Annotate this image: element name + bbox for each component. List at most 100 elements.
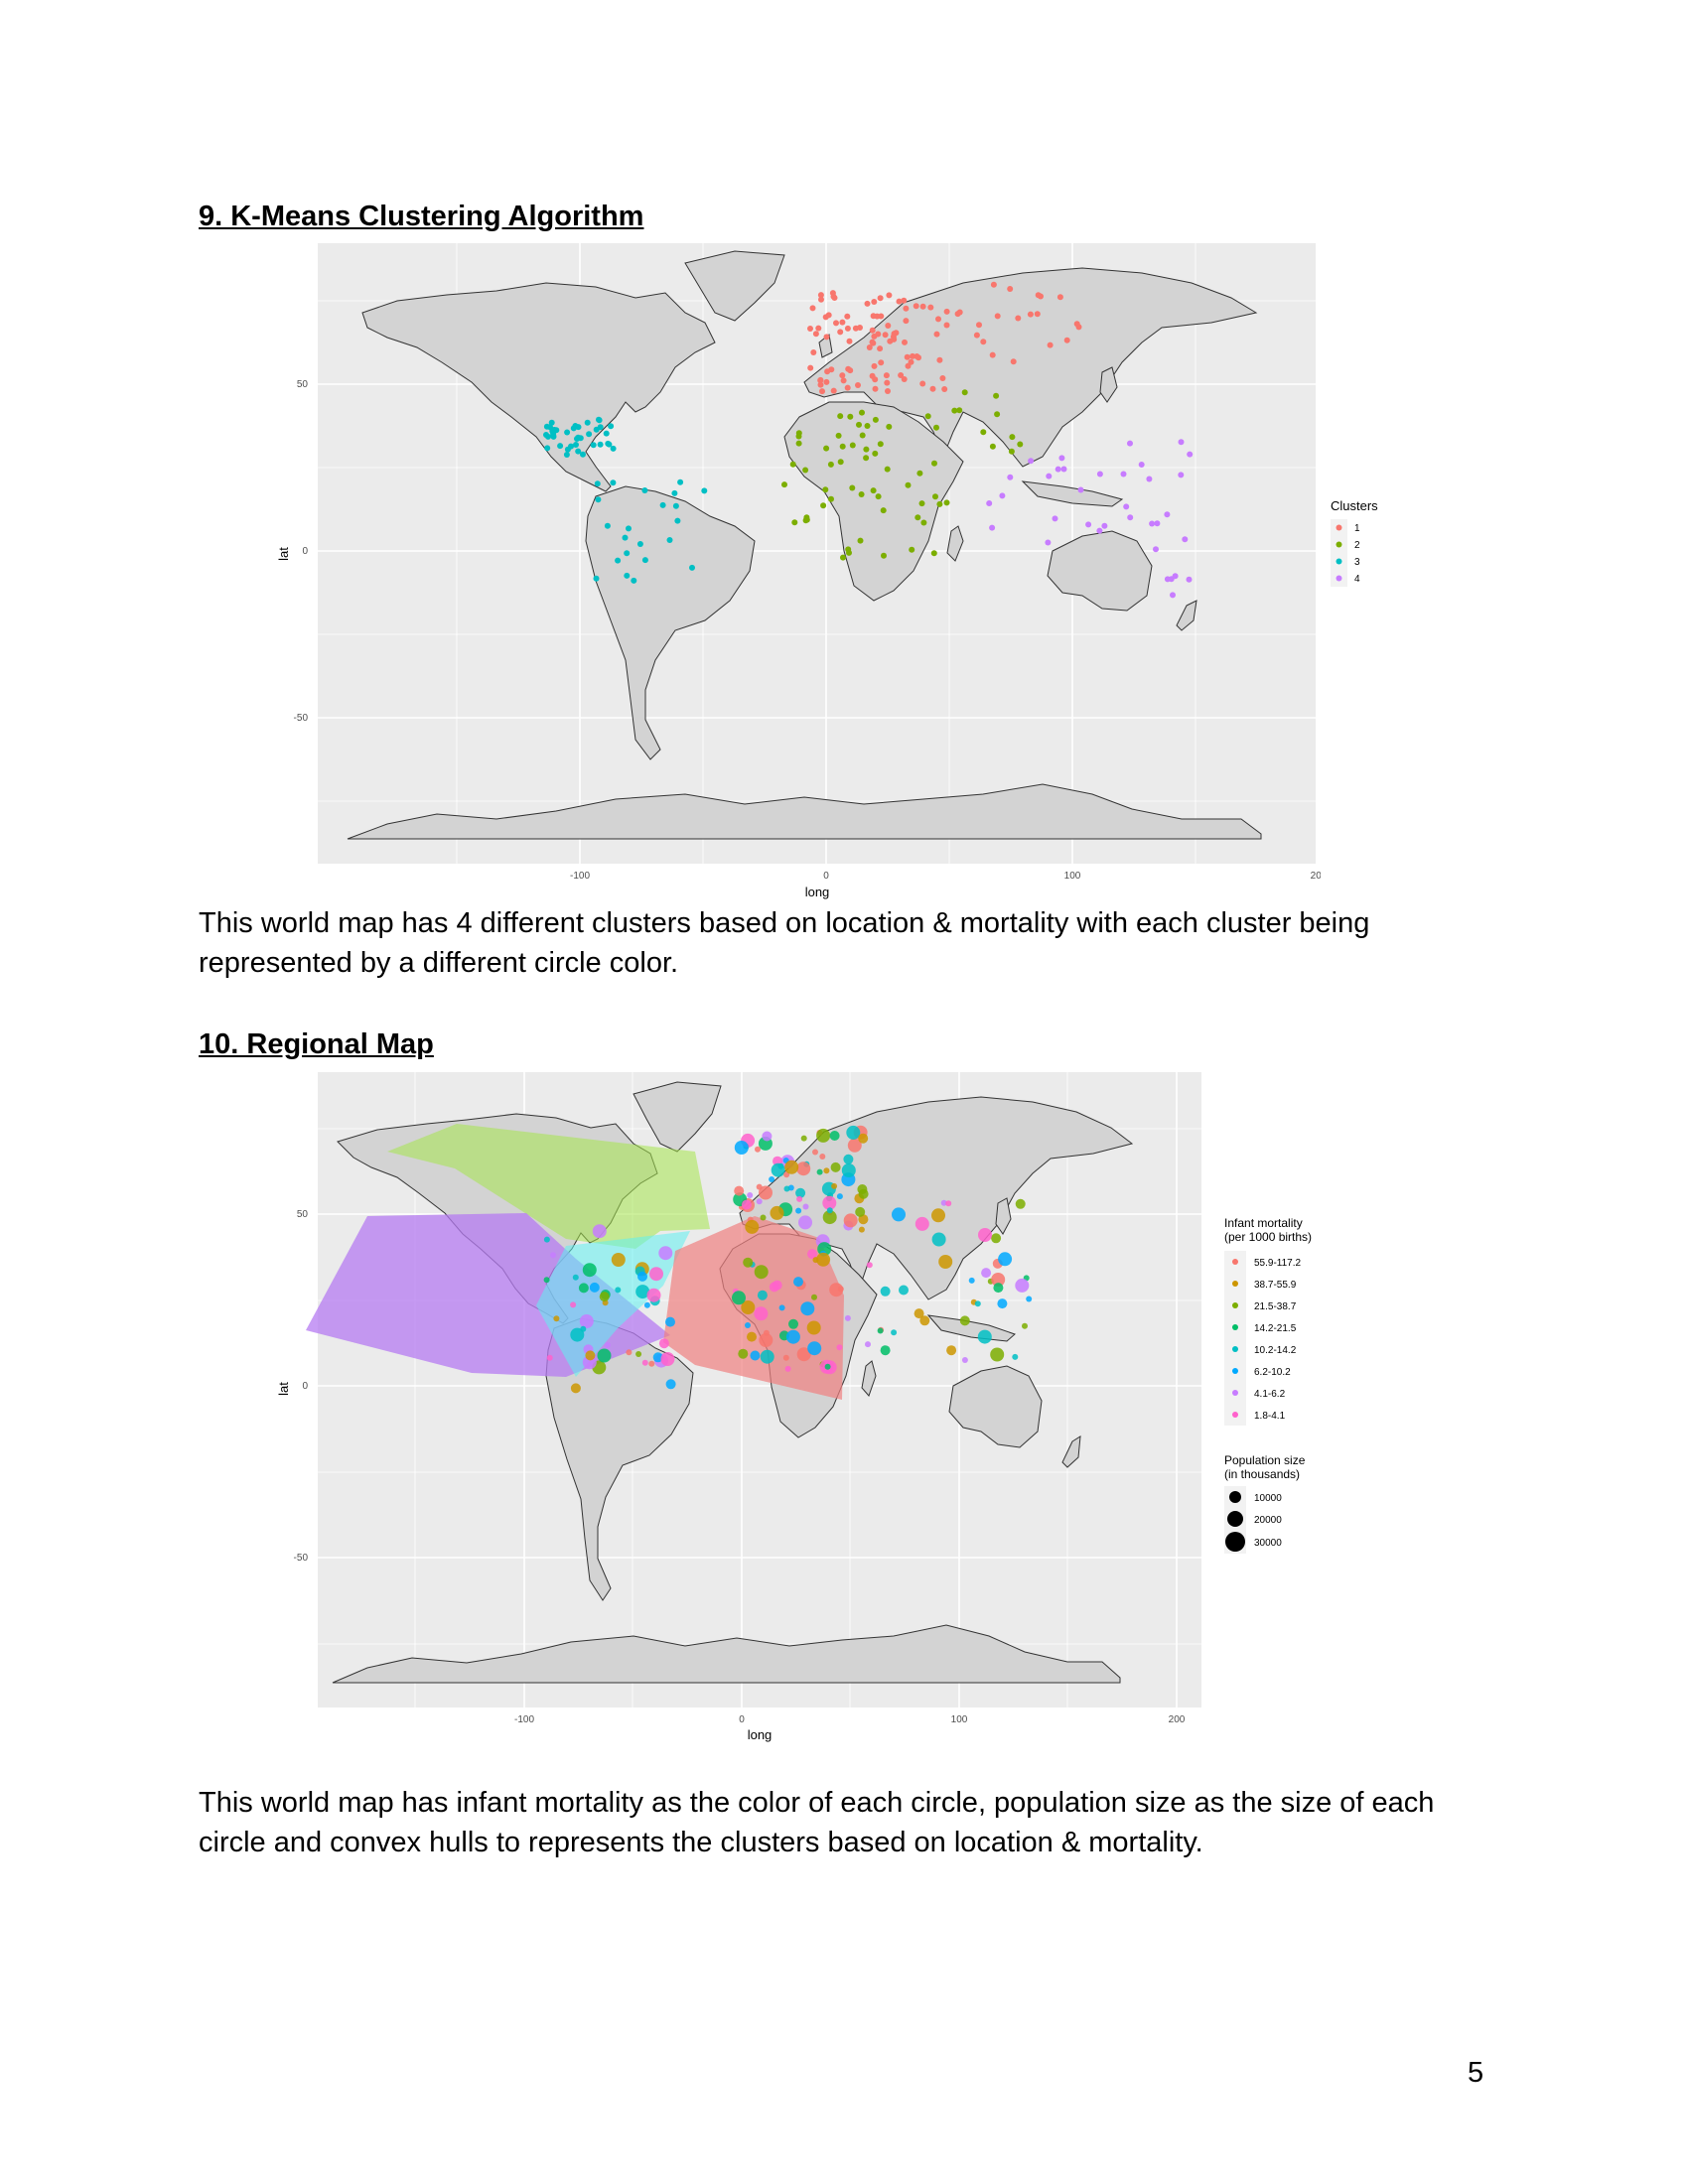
cluster-point — [677, 478, 684, 485]
population-point — [858, 1226, 865, 1233]
cluster-point — [1170, 592, 1176, 599]
x-tick: 0 — [739, 1714, 745, 1725]
cluster-point — [672, 502, 679, 509]
cluster-point — [550, 432, 557, 439]
population-point — [585, 1350, 596, 1361]
cluster-point — [1034, 311, 1041, 318]
cluster-point — [878, 359, 885, 366]
population-point — [981, 1268, 992, 1279]
cluster-point — [807, 364, 814, 371]
population-point — [1012, 1353, 1019, 1360]
population-point — [755, 1146, 761, 1153]
cluster-point — [871, 362, 878, 369]
cluster-point — [1052, 515, 1058, 522]
population-point — [1022, 1322, 1028, 1329]
cluster-point — [914, 353, 920, 359]
section-9-heading: 9. K-Means Clustering Algorithm — [199, 201, 644, 232]
hull-green-europe-asia — [387, 1124, 710, 1249]
cluster-point — [544, 445, 551, 452]
kmeans-cluster-map: 50 0 -50 -100 0 100 200 long lat — [276, 243, 1321, 899]
legend-label: 38.7-55.9 — [1254, 1280, 1297, 1291]
population-point — [635, 1285, 650, 1299]
size-legend-subtitle: (in thousands) — [1224, 1467, 1300, 1481]
population-point — [762, 1131, 773, 1142]
cluster-point — [872, 450, 879, 457]
population-points — [543, 1125, 1033, 1394]
cluster-point — [875, 331, 882, 338]
y-tick: 0 — [302, 546, 308, 557]
cluster-point — [989, 524, 996, 531]
population-point — [959, 1315, 970, 1326]
population-point — [829, 1131, 840, 1141]
population-point — [816, 1168, 823, 1175]
population-point — [734, 1141, 749, 1155]
cluster-point — [844, 384, 851, 391]
cluster-point — [839, 443, 846, 450]
population-point — [658, 1246, 673, 1261]
land-greenland — [633, 1081, 722, 1153]
cluster-point — [1172, 573, 1179, 580]
cluster-point — [896, 298, 903, 305]
cluster-point — [1149, 520, 1156, 527]
section-10-heading: 10. Regional Map — [199, 1028, 434, 1060]
population-point — [769, 1176, 775, 1182]
cluster-point — [1007, 474, 1014, 480]
cluster-point — [829, 290, 836, 297]
cluster-point — [936, 500, 943, 507]
cluster-points — [543, 281, 1194, 599]
cluster-point — [622, 534, 629, 541]
cluster-point — [999, 492, 1006, 499]
cluster-point — [791, 519, 798, 526]
population-point — [931, 1208, 945, 1223]
population-point — [760, 1214, 767, 1221]
land-madagascar — [946, 525, 964, 562]
cluster-point — [885, 388, 891, 394]
cluster-point — [901, 376, 908, 382]
population-point — [891, 1329, 898, 1336]
cluster-point — [961, 389, 968, 396]
population-point — [824, 1363, 831, 1370]
population-point — [837, 1286, 844, 1293]
cluster-point — [824, 368, 831, 375]
population-point — [858, 1188, 869, 1199]
population-point — [844, 1314, 851, 1321]
population-point — [940, 1199, 947, 1206]
population-point — [599, 1292, 610, 1302]
population-point — [795, 1187, 806, 1198]
cluster-point — [863, 446, 870, 453]
population-point — [914, 1216, 929, 1231]
legend-marker — [1232, 1259, 1238, 1265]
population-point — [754, 1265, 769, 1280]
cluster-point — [1045, 539, 1052, 546]
land-new-zealand — [1176, 600, 1197, 631]
cluster-point — [1017, 441, 1024, 448]
cluster-point — [1027, 311, 1034, 318]
cluster-point — [939, 375, 946, 381]
cluster-point — [857, 537, 864, 544]
cluster-point — [580, 451, 586, 458]
cluster-point — [869, 339, 876, 345]
cluster-point — [1007, 286, 1014, 292]
cluster-point — [877, 441, 884, 448]
population-point — [637, 1271, 647, 1282]
population-point — [978, 1228, 992, 1242]
population-point — [611, 1253, 626, 1267]
cluster-point — [902, 339, 908, 345]
population-point — [635, 1351, 642, 1357]
land-antarctica — [347, 783, 1262, 840]
population-point — [993, 1283, 1004, 1294]
cluster-point — [869, 327, 876, 334]
cluster-point — [849, 442, 856, 449]
cluster-point — [815, 325, 822, 332]
cluster-point — [901, 297, 908, 304]
population-point — [990, 1347, 1005, 1362]
legend-title: Clusters — [1331, 498, 1378, 513]
population-point — [899, 1285, 909, 1296]
population-point — [830, 1161, 841, 1172]
cluster-point — [641, 557, 648, 564]
cluster-point — [1186, 576, 1193, 583]
cluster-legend: Clusters 1 2 3 4 — [1331, 498, 1378, 587]
population-point — [665, 1379, 676, 1390]
population-point — [855, 1206, 866, 1217]
population-point — [741, 1300, 756, 1314]
